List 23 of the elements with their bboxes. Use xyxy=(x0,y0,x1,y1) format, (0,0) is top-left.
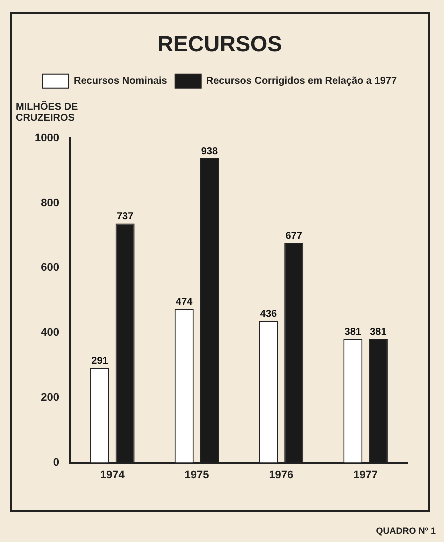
data-label: 436 xyxy=(260,309,278,320)
x-tick-label: 1974 xyxy=(100,469,126,482)
y-tick-label: 1000 xyxy=(34,132,60,144)
y-tick-label: 800 xyxy=(41,197,60,210)
x-tick-label: 1975 xyxy=(184,469,210,482)
y-tick-label: 0 xyxy=(53,456,60,469)
chart-title: RECURSOS xyxy=(158,31,282,56)
x-tick-label: 1977 xyxy=(354,469,378,482)
data-label: 291 xyxy=(92,356,109,368)
y-axis-title: MILHÕES DE CRUZEIROS xyxy=(16,102,80,124)
data-label: 381 xyxy=(344,326,362,338)
legend-label: Recursos Nominais xyxy=(74,76,168,88)
y-tick-label: 400 xyxy=(41,327,60,340)
y-tick-label: 600 xyxy=(41,262,60,274)
data-label: 381 xyxy=(370,326,388,338)
x-tick-label: 1976 xyxy=(269,469,294,482)
text: QUADRO Nº 1 xyxy=(376,526,436,536)
data-label: 677 xyxy=(286,230,303,242)
data-label: 938 xyxy=(201,146,218,158)
data-label: 474 xyxy=(176,296,194,308)
legend-label: Recursos Corrigidos em Relação a 1977 xyxy=(206,76,398,88)
data-label: 737 xyxy=(116,211,134,222)
y-tick-label: 200 xyxy=(41,392,60,404)
